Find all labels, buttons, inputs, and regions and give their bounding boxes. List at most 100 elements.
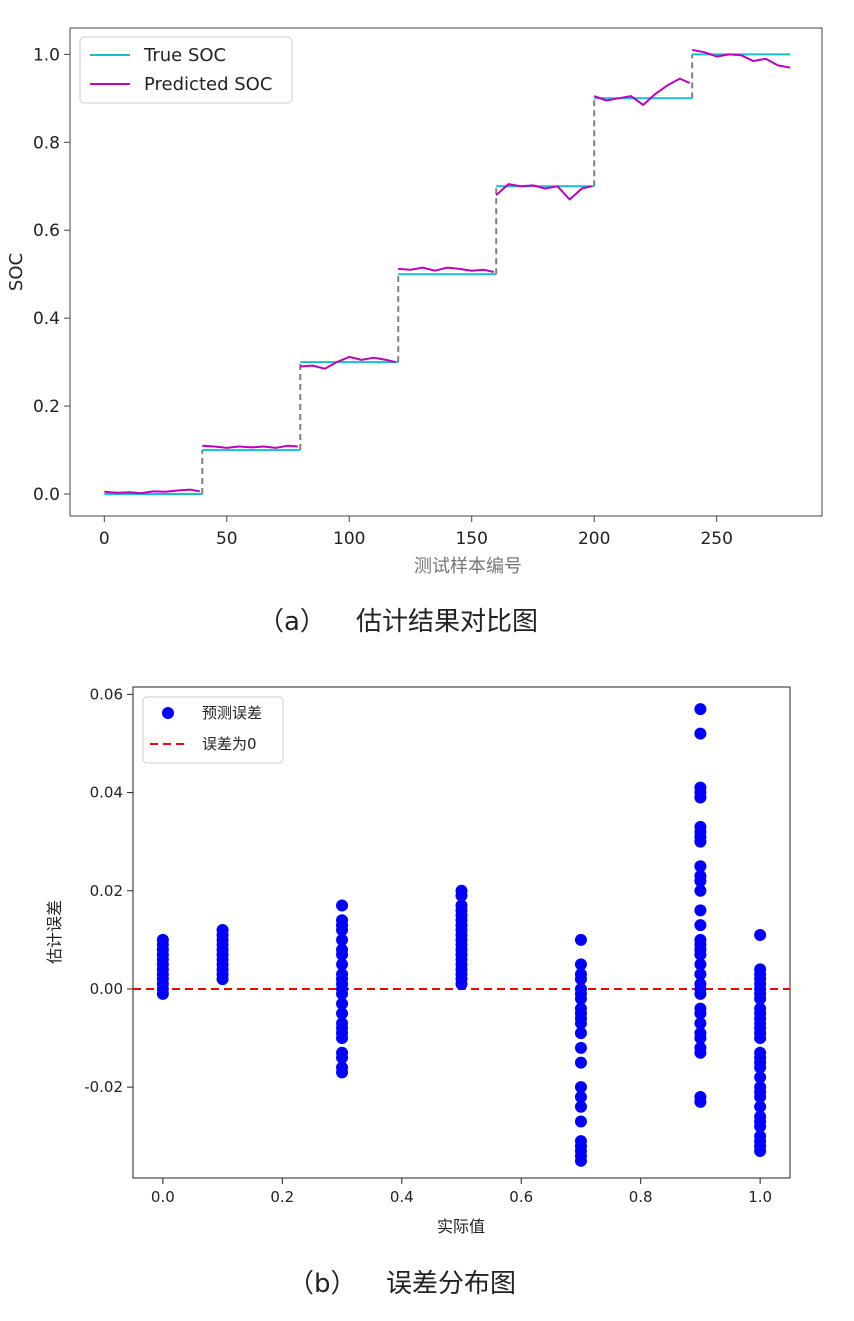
y-axis-label: SOC (6, 253, 27, 291)
error-point (336, 997, 349, 1010)
error-point (574, 1027, 587, 1040)
x-tick-label: 0.8 (629, 1188, 653, 1206)
error-point (336, 948, 349, 961)
error-point (694, 874, 707, 887)
x-tick-label: 250 (700, 529, 732, 549)
y-tick-label: 0.8 (33, 133, 60, 153)
x-tick-label: 0.0 (151, 1188, 175, 1206)
error-point (694, 987, 707, 1000)
predicted-soc-line (202, 444, 298, 449)
error-point (336, 899, 349, 912)
error-point (574, 973, 587, 986)
y-axis-ticks: 0.0 0.2 0.4 0.6 0.8 1.0 (33, 45, 70, 505)
predicted-soc-line (104, 488, 200, 495)
error-point (694, 1032, 707, 1045)
x-tick-label: 1.0 (748, 1188, 772, 1206)
error-point (574, 958, 587, 971)
error-point (574, 1041, 587, 1054)
x-tick-label: 0.6 (509, 1188, 533, 1206)
y-tick-label: 0.6 (33, 221, 60, 241)
error-point (694, 860, 707, 873)
y-axis-ticks: -0.02 0.00 0.02 0.04 0.06 (84, 685, 133, 1096)
error-point (694, 958, 707, 971)
x-axis-label: 测试样本编号 (414, 556, 522, 577)
error-point (336, 1032, 349, 1045)
y-tick-label: -0.02 (84, 1078, 123, 1096)
x-tick-label: 0.4 (390, 1188, 414, 1206)
plot-frame (132, 686, 791, 1179)
error-point (336, 1007, 349, 1020)
y-tick-label: 0.02 (90, 882, 123, 900)
error-point (754, 992, 767, 1005)
y-axis-label: 估计误差 (45, 900, 64, 964)
error-point (574, 1056, 587, 1069)
legend-error-label: 预测误差 (202, 704, 262, 722)
predicted-soc-line (300, 355, 397, 370)
series-lines (104, 49, 791, 495)
error-point (574, 933, 587, 946)
legend-zero-line-label: 误差为0 (202, 735, 257, 753)
error-point (754, 1061, 767, 1074)
error-point (694, 948, 707, 961)
x-tick-label: 150 (455, 529, 487, 549)
x-tick-label: 200 (578, 529, 610, 549)
error-point (694, 1017, 707, 1030)
legend-error-marker (162, 707, 174, 719)
caption-a: 估计结果对比图 (356, 607, 538, 637)
legend: True SOC Predicted SOC (79, 36, 293, 104)
x-axis-ticks: 0.0 0.2 0.4 0.6 0.8 1.0 (151, 1178, 772, 1206)
error-point (336, 933, 349, 946)
error-point (574, 1081, 587, 1094)
plot-frame (69, 27, 823, 517)
error-point (574, 1090, 587, 1103)
error-point (754, 1090, 767, 1103)
soc-comparison-chart: 0.0 0.2 0.4 0.6 0.8 1.0 0 50 100 150 200 250 SOC 测… (6, 27, 823, 637)
scatter-points (156, 703, 767, 1167)
x-tick-label: 0.2 (270, 1188, 294, 1206)
error-point (574, 1017, 587, 1030)
error-point (694, 968, 707, 981)
transition-lines (201, 54, 694, 495)
error-point (694, 919, 707, 932)
error-point (156, 987, 169, 1000)
predicted-soc-line (495, 183, 592, 201)
error-point (754, 1100, 767, 1113)
legend-predicted-soc-label: Predicted SOC (144, 74, 272, 95)
error-point (694, 835, 707, 848)
y-tick-label: 0.00 (90, 980, 123, 998)
caption-a-tag: （a） (258, 607, 326, 637)
error-point (336, 924, 349, 937)
x-tick-label: 100 (333, 529, 365, 549)
y-tick-label: 0.2 (33, 397, 60, 417)
predicted-soc-line (692, 49, 791, 69)
error-point (754, 1071, 767, 1084)
error-point (694, 1095, 707, 1108)
y-tick-label: 0.04 (90, 784, 123, 802)
error-point (574, 1100, 587, 1113)
error-point (754, 928, 767, 941)
y-tick-label: 0.4 (33, 309, 60, 329)
error-point (754, 1120, 767, 1133)
y-tick-label: 1.0 (33, 45, 60, 65)
error-point (574, 1154, 587, 1167)
x-axis-label: 实际值 (437, 1217, 485, 1236)
predicted-soc-line (398, 266, 495, 273)
error-distribution-chart: -0.02 0.00 0.02 0.04 0.06 0.0 0.2 0.4 0.6 0.8 1.0… (45, 685, 791, 1299)
error-point (694, 1046, 707, 1059)
error-point (694, 791, 707, 804)
error-point (455, 978, 468, 991)
error-point (216, 973, 229, 986)
error-point (336, 987, 349, 1000)
error-point (694, 904, 707, 917)
error-point (694, 1007, 707, 1020)
error-point (694, 727, 707, 740)
error-point (754, 1144, 767, 1157)
error-point (574, 992, 587, 1005)
error-point (336, 1051, 349, 1064)
legend-true-soc-label: True SOC (143, 45, 226, 66)
error-point (455, 889, 468, 902)
caption-b: 误差分布图 (386, 1269, 516, 1299)
x-tick-label: 50 (216, 529, 238, 549)
error-point (574, 1115, 587, 1128)
y-tick-label: 0.06 (90, 685, 123, 703)
